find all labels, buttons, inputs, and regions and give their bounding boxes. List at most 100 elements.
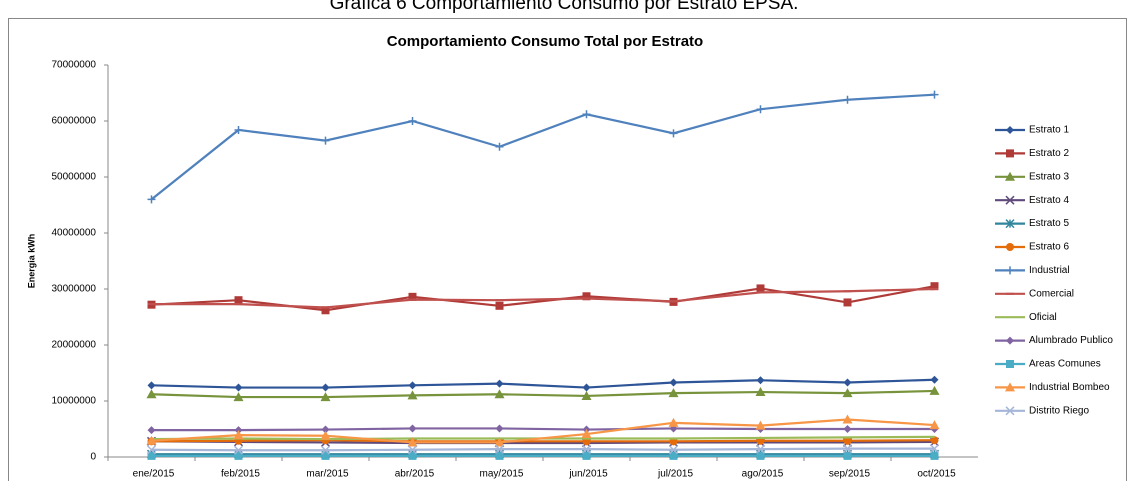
point — [755, 420, 766, 430]
point — [930, 90, 939, 99]
point — [233, 430, 244, 440]
point — [930, 282, 939, 291]
legend-marker — [1005, 195, 1015, 205]
x-tick-label: mar/2015 — [306, 469, 349, 480]
x-tick-label: ene/2015 — [133, 469, 175, 480]
point — [494, 444, 505, 454]
point — [407, 390, 418, 400]
point — [321, 306, 330, 315]
point — [407, 437, 418, 447]
point — [842, 414, 853, 424]
y-tick-label: 20000000 — [52, 340, 97, 351]
point — [234, 383, 243, 392]
series-line — [151, 287, 935, 309]
y-tick-label: 10000000 — [52, 396, 97, 407]
legend-marker — [1006, 126, 1014, 134]
legend-marker — [1006, 360, 1014, 368]
legend-label: Industrial — [1029, 265, 1070, 276]
point — [668, 417, 679, 427]
x-tick-label: ago/2015 — [742, 469, 784, 480]
point — [495, 424, 504, 433]
point — [320, 445, 331, 455]
point — [321, 425, 330, 434]
point — [843, 436, 852, 445]
y-tick-label: 70000000 — [52, 60, 97, 71]
point — [755, 444, 766, 454]
point — [582, 383, 591, 392]
point — [669, 378, 678, 387]
x-tick-label: feb/2015 — [221, 469, 260, 480]
point — [146, 389, 157, 399]
point — [668, 445, 679, 455]
legend-label: Estrato 4 — [1029, 195, 1069, 206]
point — [495, 379, 504, 388]
point — [147, 426, 156, 435]
point — [408, 292, 417, 301]
legend-marker — [1006, 243, 1014, 251]
point — [930, 451, 939, 460]
series-line — [151, 440, 935, 445]
legend-label: Estrato 6 — [1029, 242, 1069, 253]
point — [756, 451, 765, 460]
point — [668, 388, 679, 398]
y-axis-label: Energia kWh — [26, 234, 36, 289]
point — [147, 195, 156, 204]
legend-label: Comercial — [1029, 288, 1074, 299]
point — [321, 451, 330, 460]
point — [494, 437, 505, 447]
point — [408, 424, 417, 433]
series-line — [151, 439, 935, 443]
point — [582, 451, 591, 460]
point — [582, 292, 591, 301]
legend-label: Alumbrado Publico — [1029, 335, 1113, 346]
point — [234, 426, 243, 435]
legend-label: Estrato 5 — [1029, 218, 1069, 229]
point — [234, 296, 243, 305]
point — [233, 445, 244, 455]
legend-label: Estrato 3 — [1029, 171, 1069, 182]
point — [581, 390, 592, 400]
point — [929, 385, 940, 395]
legend-marker — [1006, 336, 1014, 345]
legend-label: Oficial — [1029, 312, 1057, 323]
legend-marker — [1008, 315, 1012, 319]
point — [234, 125, 243, 134]
point — [930, 436, 939, 445]
series-line — [151, 285, 935, 312]
y-tick-label: 30000000 — [52, 284, 97, 295]
point — [234, 451, 243, 460]
series-line — [151, 427, 935, 432]
point — [147, 381, 156, 390]
point — [930, 375, 939, 384]
legend-marker — [1006, 266, 1014, 275]
x-tick-label: may/2015 — [480, 469, 524, 480]
point — [846, 435, 850, 439]
point — [933, 435, 937, 439]
point — [581, 429, 592, 439]
legend-marker — [1006, 149, 1014, 158]
y-tick-label: 60000000 — [52, 116, 97, 127]
point — [843, 378, 852, 387]
x-tick-label: abr/2015 — [395, 469, 435, 480]
point — [756, 284, 765, 293]
x-tick-label: jun/2015 — [568, 469, 608, 480]
point — [842, 444, 853, 454]
legend-marker — [1005, 382, 1015, 392]
x-tick-label: jul/2015 — [657, 469, 693, 480]
legend-marker — [1005, 171, 1015, 181]
point — [233, 392, 244, 402]
point — [495, 301, 504, 310]
x-tick-label: oct/2015 — [917, 469, 956, 480]
point — [929, 420, 940, 430]
point — [495, 451, 504, 460]
legend-label: Estrato 2 — [1029, 148, 1069, 159]
point — [929, 444, 940, 454]
x-tick-label: sep/2015 — [829, 469, 871, 480]
point — [842, 388, 853, 398]
point — [495, 142, 504, 151]
series-line — [150, 93, 935, 201]
series-line — [151, 447, 935, 452]
legend-label: Distrito Riego — [1029, 405, 1089, 416]
point — [320, 392, 331, 402]
legend-label: Estrato 1 — [1029, 125, 1069, 136]
